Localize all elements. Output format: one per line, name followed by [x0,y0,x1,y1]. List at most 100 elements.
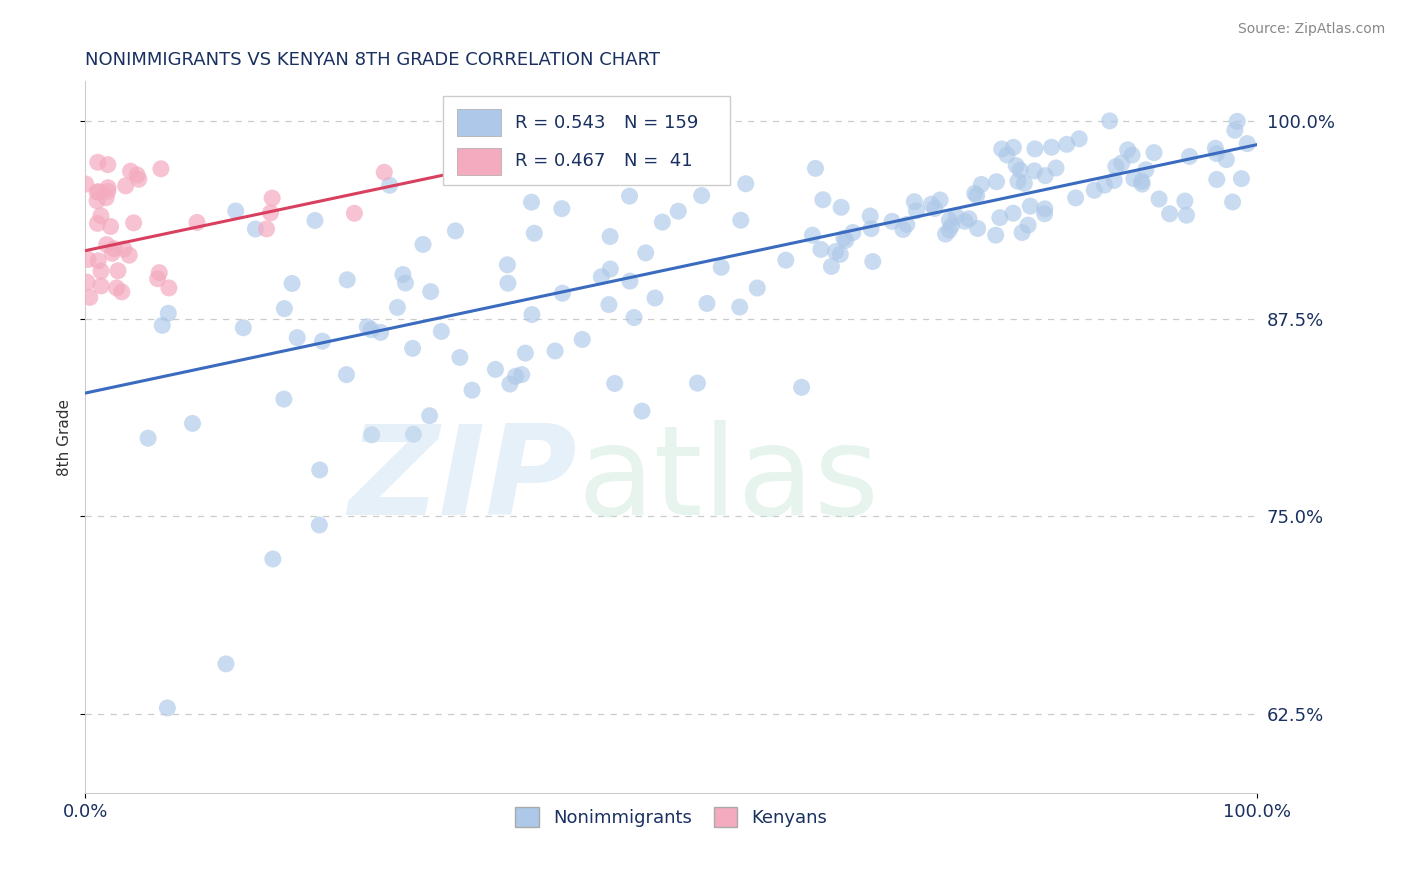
Point [1045,161,1067,175]
Point [87,253,110,268]
Y-axis label: 8th Grade: 8th Grade [58,399,72,475]
Point [412,237,434,252]
Point [747,281,769,295]
Point [966,221,988,235]
Point [1024,164,1046,178]
Point [598,297,620,311]
Point [304,213,326,227]
Point [1159,207,1181,221]
Point [356,319,378,334]
Point [461,383,484,397]
Point [499,377,522,392]
Point [734,177,756,191]
Point [1007,174,1029,188]
Point [308,518,330,533]
Point [156,701,179,715]
Point [97,158,120,172]
Point [1083,183,1105,197]
Point [262,191,284,205]
Point [1105,160,1128,174]
Point [86,185,108,199]
Point [360,427,382,442]
Point [401,342,423,356]
Point [90,279,112,293]
Point [1056,137,1078,152]
Point [1024,142,1046,156]
Point [830,247,852,261]
Point [1236,136,1258,151]
Point [112,242,135,256]
Point [262,552,284,566]
Point [157,306,180,320]
Point [1017,218,1039,232]
Point [523,226,546,240]
Point [127,168,149,182]
Point [891,222,914,236]
Point [1122,171,1144,186]
Point [520,308,543,322]
Point [1094,178,1116,193]
Point [90,209,112,223]
Point [181,417,204,431]
Point [644,291,666,305]
Point [1064,191,1087,205]
Point [1040,140,1063,154]
Point [474,161,496,176]
Point [801,228,824,243]
Point [496,277,519,291]
Point [775,253,797,268]
Point [988,211,1011,225]
Point [599,229,621,244]
Point [591,269,613,284]
Point [1011,226,1033,240]
Point [76,275,98,289]
Point [970,178,993,192]
Point [1002,140,1025,154]
Point [1033,169,1056,183]
Point [929,193,952,207]
Point [343,206,366,220]
Point [157,281,180,295]
Point [444,224,467,238]
Point [696,296,718,310]
Point [520,195,543,210]
Point [335,368,357,382]
Point [107,264,129,278]
Point [1033,207,1056,221]
Point [505,369,527,384]
Point [1130,174,1153,188]
Point [710,260,733,275]
Point [370,326,392,340]
Point [96,237,118,252]
Point [1205,172,1227,186]
Point [430,325,453,339]
Text: N =  41: N = 41 [624,153,693,170]
Text: atlas: atlas [578,419,880,541]
Point [544,343,567,358]
Point [832,231,855,245]
Point [515,346,537,360]
Point [730,213,752,227]
Point [1116,143,1139,157]
Point [1135,162,1157,177]
Point [686,376,709,391]
Point [273,392,295,406]
Point [122,216,145,230]
Text: N = 159: N = 159 [624,113,699,132]
Point [820,260,842,274]
Point [1174,194,1197,208]
Point [666,204,689,219]
Point [1014,176,1036,190]
Point [387,301,409,315]
Point [1102,173,1125,187]
Point [824,244,846,259]
Point [728,300,751,314]
Point [859,209,882,223]
Point [860,221,883,235]
Point [1222,194,1244,209]
Point [1010,163,1032,178]
Point [1147,192,1170,206]
Point [128,172,150,186]
Point [953,214,976,228]
Point [86,216,108,230]
